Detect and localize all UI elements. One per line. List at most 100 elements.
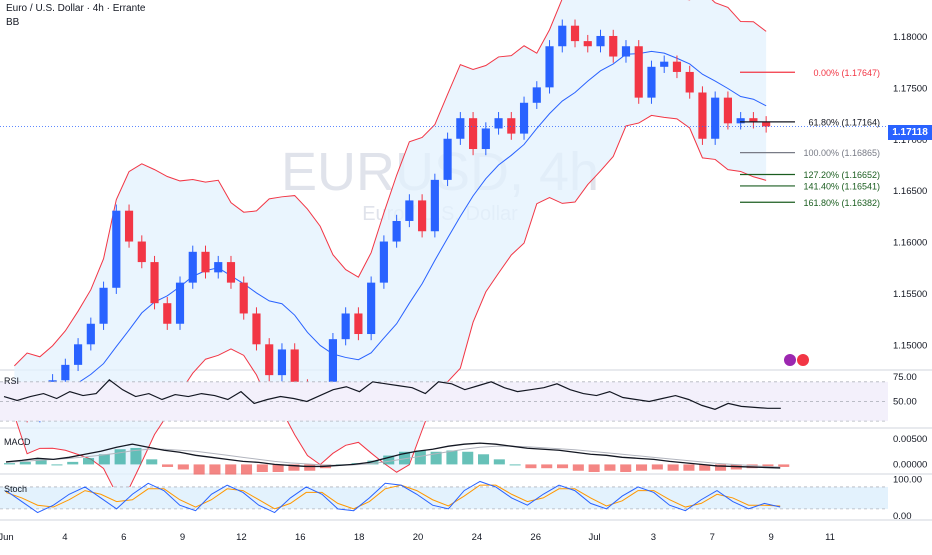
candle	[621, 46, 631, 57]
macd-histogram-bar	[462, 451, 474, 465]
candle	[341, 313, 350, 340]
macd-histogram-bar	[209, 464, 221, 475]
y-tick-label: 1.15000	[893, 340, 927, 351]
y-tick-label: 1.17500	[893, 83, 927, 94]
macd-histogram-bar	[272, 464, 284, 472]
bb-indicator-label: BB	[6, 17, 20, 28]
candle	[558, 25, 567, 47]
candle	[481, 128, 490, 150]
x-tick-label: 7	[710, 532, 715, 543]
macd-histogram-bar	[304, 464, 316, 471]
fib-label: 127.20% (1.16652)	[803, 170, 880, 180]
macd-histogram-bar	[35, 459, 47, 465]
macd-histogram-bar	[414, 450, 426, 465]
macd-histogram-bar	[19, 461, 31, 465]
macd-histogram-bar	[67, 461, 79, 465]
macd-histogram-bar	[288, 464, 300, 471]
y-tick-label: 1.18000	[893, 32, 927, 43]
candle	[239, 282, 248, 314]
x-tick-label: 26	[530, 532, 541, 543]
candle	[265, 344, 274, 376]
candle	[252, 313, 261, 345]
rsi-tick-label: 50.00	[893, 396, 917, 407]
macd-histogram-bar	[557, 464, 569, 469]
candle	[99, 287, 108, 324]
candle	[354, 313, 363, 335]
fib-label: 161.80% (1.16382)	[803, 198, 880, 208]
candle	[226, 262, 236, 283]
candle	[723, 97, 732, 124]
macd-histogram-bar	[509, 464, 521, 466]
candle	[519, 102, 529, 134]
us-flag-icon	[797, 354, 809, 366]
x-tick-label: 3	[651, 532, 656, 543]
macd-histogram-bar	[762, 464, 774, 467]
candle	[188, 251, 197, 283]
macd-histogram-bar	[83, 458, 95, 465]
candle	[545, 46, 554, 88]
x-tick-label: 9	[180, 532, 185, 543]
macd-histogram-bar	[241, 464, 253, 475]
macd-line	[5, 442, 781, 469]
macd-histogram-bar	[667, 464, 679, 471]
candle	[609, 35, 618, 57]
macd-histogram-bar	[430, 451, 442, 465]
bollinger-upper-line	[14, 0, 767, 367]
rsi-label: RSI	[4, 376, 20, 386]
macd-histogram-bar	[572, 464, 584, 471]
chart-title: Euro / U.S. Dollar · 4h · Errante	[6, 3, 146, 14]
candle	[74, 344, 83, 365]
macd-histogram-bar	[525, 464, 537, 469]
x-tick-label: Jun	[0, 532, 14, 543]
candle	[660, 61, 669, 67]
rsi-tick-label: 75.00	[893, 372, 917, 383]
macd-histogram-bar	[651, 464, 663, 470]
macd-histogram-bar	[778, 464, 790, 467]
y-tick-label: 1.16000	[893, 238, 927, 249]
macd-histogram-bar	[446, 450, 458, 465]
candle	[290, 349, 299, 386]
candle	[201, 251, 210, 273]
candle	[736, 118, 745, 124]
candle	[163, 303, 172, 324]
candle	[634, 46, 643, 98]
candle	[175, 282, 185, 324]
candle	[570, 25, 580, 42]
candle	[596, 35, 605, 47]
candle	[124, 210, 134, 242]
macd-histogram-bar	[383, 455, 395, 465]
x-tick-label: 6	[121, 532, 126, 543]
macd-histogram-bar	[715, 464, 727, 471]
candle	[532, 87, 541, 103]
macd-histogram-bar	[683, 464, 695, 471]
candle	[214, 262, 223, 273]
x-tick-label: 16	[295, 532, 306, 543]
fib-label: 141.40% (1.16541)	[803, 181, 880, 191]
candle	[328, 339, 337, 391]
macd-histogram-bar	[162, 464, 174, 467]
candle	[762, 122, 771, 127]
candle	[137, 241, 146, 263]
candle	[443, 138, 452, 180]
y-tick-label: 1.15500	[893, 289, 927, 300]
candle	[647, 66, 656, 98]
y-tick-label: 1.17000	[893, 135, 927, 146]
bollinger-fill	[14, 0, 767, 494]
macd-histogram-bar	[478, 454, 490, 465]
candle	[711, 97, 720, 139]
candle	[469, 118, 478, 150]
macd-histogram-bar	[98, 454, 110, 465]
candle	[583, 41, 592, 47]
fib-label: 61.80% (1.17164)	[808, 117, 880, 127]
macd-histogram-bar	[636, 464, 648, 471]
candle	[112, 210, 121, 288]
macd-tick-label: 0.00000	[893, 459, 927, 470]
candle	[392, 220, 401, 242]
macd-histogram-bar	[699, 464, 711, 471]
current-price-badge: 1.17118	[888, 125, 932, 140]
candle	[456, 118, 465, 139]
candle	[685, 71, 694, 93]
rsi-line	[3, 379, 781, 410]
